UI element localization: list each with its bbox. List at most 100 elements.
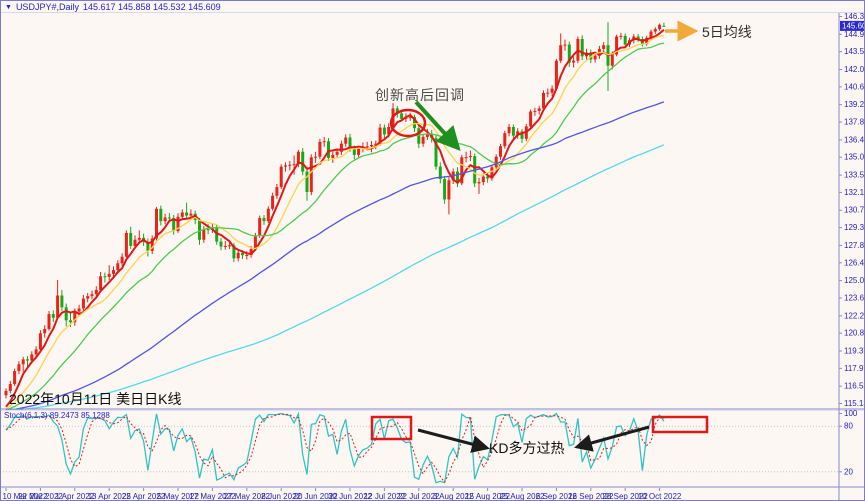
price-tick-label: 116.530 <box>844 382 865 391</box>
date-tick-label[interactable]: 17 May 2022 <box>189 492 236 501</box>
candle-body <box>339 143 343 152</box>
candle-body <box>580 39 584 57</box>
red-box-overbought-right <box>651 415 709 434</box>
candle-body <box>314 156 318 158</box>
candle-body <box>271 195 275 209</box>
candle-body <box>357 148 361 155</box>
candle-body <box>499 146 502 157</box>
candle-body <box>542 92 545 109</box>
candle-body <box>550 88 554 93</box>
candle-body <box>245 254 249 256</box>
annotation-ma5-label: 5日均线 <box>702 24 752 40</box>
stoch-d-line <box>5 413 664 484</box>
date-tick-label[interactable]: 16 Sep 2022 <box>568 492 614 501</box>
candle-body <box>150 238 154 251</box>
candle-body <box>198 219 201 240</box>
candle-body <box>658 24 662 30</box>
candle-body <box>103 276 107 278</box>
date-tick-label[interactable]: 25 Aug 2022 <box>500 492 545 501</box>
date-tick-label[interactable]: 3 Aug 2022 <box>433 492 474 501</box>
date-tick-label[interactable]: 5 May 2022 <box>157 492 199 501</box>
candle-body <box>99 276 103 290</box>
ma-line-60 <box>5 101 665 412</box>
candle-body <box>56 295 60 318</box>
price-tick-label: 126.490 <box>844 258 865 267</box>
annotation-shapes <box>370 20 709 453</box>
candle-body <box>662 25 666 27</box>
candle-body <box>94 289 98 295</box>
candle-body <box>520 131 524 139</box>
candle-body <box>421 136 425 144</box>
candle-body <box>516 131 520 136</box>
candle-body <box>486 176 490 179</box>
black-arrow-right <box>574 425 650 452</box>
date-tick-label[interactable]: 10 Oct 2022 <box>638 492 682 501</box>
frame-lines <box>1 12 864 500</box>
candle-body <box>623 35 627 45</box>
price-tick-label: 143.530 <box>844 47 865 56</box>
candle-body <box>327 141 330 158</box>
candle-body <box>619 35 623 37</box>
price-tick-label: 135.010 <box>844 153 865 162</box>
stochastic-lines <box>5 411 665 484</box>
candle-body <box>301 151 305 172</box>
chart-title-bar: ▼ USDJPY#,Daily 145.617 145.858 145.532 … <box>5 2 221 12</box>
candle-body <box>559 45 563 61</box>
date-tick-label[interactable]: 15 Aug 2022 <box>465 492 510 501</box>
date-tick-label[interactable]: 22 Jul 2022 <box>398 492 440 501</box>
candle-body <box>352 148 356 155</box>
candle-body <box>90 294 94 297</box>
date-tick-label[interactable]: 8 Jun 2022 <box>261 492 301 501</box>
candle-body <box>567 44 571 63</box>
date-tick-label[interactable]: 1 Apr 2022 <box>55 492 94 501</box>
stochastic-indicator-label: Stoch(6,1,3) 89.2473 85.1288 <box>4 411 110 420</box>
candle-body <box>344 137 348 144</box>
price-tick-label: 144.930 <box>844 30 865 39</box>
candle-body <box>443 179 447 200</box>
candle-body <box>438 166 442 180</box>
ma-line-120 <box>5 144 665 412</box>
candle-body <box>322 141 326 143</box>
candle-body <box>649 31 653 38</box>
candle-body <box>387 126 391 135</box>
candle-body <box>511 126 515 136</box>
candle-body <box>202 229 206 240</box>
price-tick-label: 115.130 <box>844 399 865 408</box>
candle-body <box>167 217 171 219</box>
candle-body <box>382 127 386 135</box>
price-tick-label: 146.370 <box>844 12 865 21</box>
price-tick-label: 137.850 <box>844 118 865 127</box>
date-tick-label[interactable]: 30 Jun 2022 <box>328 492 373 501</box>
candle-body <box>503 133 507 147</box>
candle-body <box>636 36 640 40</box>
date-tick-label[interactable]: 28 Sep 2022 <box>603 492 649 501</box>
candle-body <box>275 187 279 196</box>
candle-body <box>408 117 412 119</box>
date-tick-label[interactable]: 22 Mar 2022 <box>18 492 63 501</box>
current-price-value: 145.609 <box>842 21 865 30</box>
date-tick-label[interactable]: 12 Jul 2022 <box>364 492 406 501</box>
candle-body <box>460 157 464 184</box>
stoch-tick-label: 100 <box>844 409 858 418</box>
candle-body <box>223 245 227 247</box>
ohlc-values: 145.617 145.858 145.532 145.609 <box>82 2 221 12</box>
candle-body <box>133 239 137 246</box>
chevron-down-icon[interactable]: ▼ <box>5 3 12 11</box>
candle-body <box>38 333 42 350</box>
candle-body <box>296 151 300 165</box>
candle-body <box>163 217 167 222</box>
candle-body <box>653 29 657 32</box>
date-tick-label[interactable]: 6 Sep 2022 <box>536 492 577 501</box>
candle-body <box>537 108 541 111</box>
candle-body <box>253 236 257 250</box>
candle-body <box>155 208 158 239</box>
candle-body <box>554 60 558 89</box>
date-tick-label[interactable]: 25 Apr 2022 <box>122 492 166 501</box>
date-tick-label[interactable]: 27 May 2022 <box>224 492 271 501</box>
date-tick-label[interactable]: 20 Jun 2022 <box>294 492 339 501</box>
candle-body <box>13 371 17 385</box>
candle-body <box>26 359 29 361</box>
date-tick-label[interactable]: 13 Apr 2022 <box>88 492 132 501</box>
date-tick-label[interactable]: 10 Mar 2022 <box>3 492 48 501</box>
candle-body <box>81 298 85 309</box>
